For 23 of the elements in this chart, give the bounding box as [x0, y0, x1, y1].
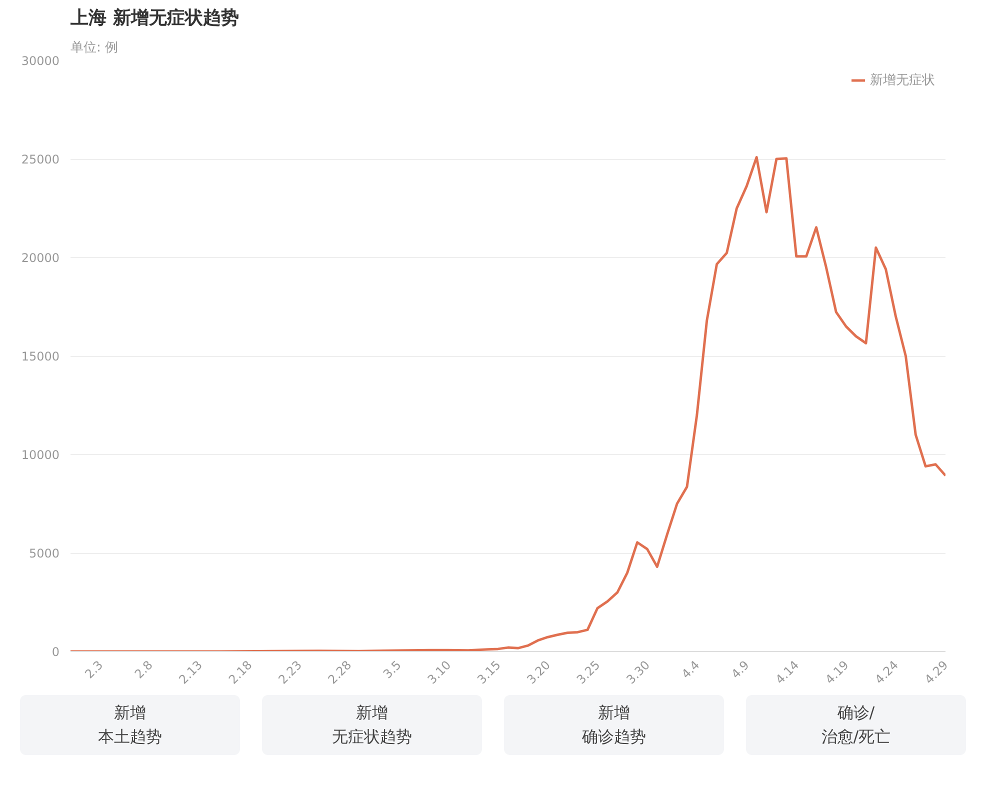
- x-tick-label: 2.8: [132, 658, 156, 682]
- x-tick-label: 4.9: [728, 658, 752, 682]
- text: 新增: [356, 703, 388, 722]
- y-tick-label: 30000: [21, 54, 60, 68]
- text: 确诊/: [837, 703, 875, 722]
- text: 新增: [598, 703, 630, 722]
- text: 确诊趋势: [582, 727, 646, 746]
- y-tick-label: 5000: [28, 546, 60, 560]
- y-tick-label: 20000: [21, 251, 60, 265]
- chart-subtitle: 单位: 例: [70, 40, 118, 56]
- x-tick-label: 2.3: [82, 658, 106, 682]
- y-tick-label: 0: [52, 645, 60, 659]
- text: 新增: [114, 703, 146, 722]
- text: 本土趋势: [98, 727, 162, 746]
- y-tick-label: 10000: [21, 448, 60, 462]
- legend-label: 新增无症状: [870, 72, 935, 89]
- y-tick-label: 15000: [21, 350, 60, 364]
- y-tick-label: 25000: [21, 152, 60, 166]
- x-tick-label: 3.5: [380, 658, 404, 682]
- text: 治愈/死亡: [821, 727, 891, 746]
- text: 无症状趋势: [332, 727, 412, 746]
- chart-title: 上海 新增无症状趋势: [70, 8, 239, 28]
- x-tick-label: 4.4: [678, 658, 702, 682]
